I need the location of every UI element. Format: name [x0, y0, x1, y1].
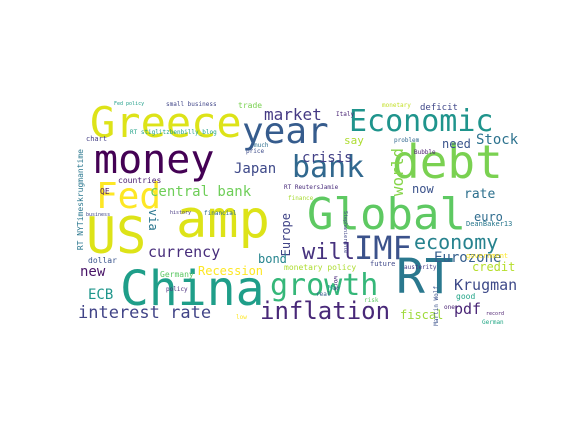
- word-europe: Europe: [279, 213, 293, 257]
- word-monetary: monetary: [382, 102, 411, 109]
- word-good: good: [456, 292, 476, 301]
- word-cloud: Greece year Economic money debt bank Fed…: [74, 93, 518, 329]
- word-credit: credit: [472, 260, 516, 274]
- word-bond: bond: [258, 252, 287, 266]
- word-deanbaker13: DeanBaker13: [466, 220, 513, 228]
- word-need: need: [442, 137, 471, 151]
- word-china: China: [120, 261, 265, 317]
- word-austerity: austerity: [404, 264, 437, 271]
- word-germany: Germany: [160, 270, 194, 279]
- word-rt-stiglitz: RT stiglitzbenbilly_blog: [130, 129, 217, 136]
- word-italy: Italy: [336, 111, 355, 118]
- word-say: say: [344, 134, 364, 147]
- word-japan: Japan: [234, 161, 277, 177]
- word-chart: chart: [86, 135, 108, 143]
- word-bank: bank: [292, 150, 365, 185]
- word-greece: Greece: [90, 98, 242, 147]
- word-low: low: [236, 314, 247, 321]
- word-via: via: [146, 209, 160, 231]
- word-world: world: [388, 148, 407, 197]
- word-much: much: [254, 142, 269, 149]
- word-will: will: [302, 240, 355, 265]
- word-monetary-policy: monetary policy: [284, 263, 357, 272]
- word-central-bank: central bank: [150, 184, 252, 200]
- word-market: market: [264, 105, 322, 124]
- word-pdf: pdf: [454, 300, 482, 318]
- word-rt-reutersjamie: RT ReutersJamie: [284, 184, 339, 191]
- word-finance: finance: [288, 195, 314, 202]
- word-money: money: [94, 137, 215, 183]
- word-problem: problem: [394, 137, 420, 144]
- word-krugman: Krugman: [454, 276, 518, 294]
- word-euro: euro: [474, 210, 503, 224]
- word-financial: financial: [204, 210, 237, 217]
- word-growth: growth: [270, 268, 379, 303]
- word-inflation: inflation: [260, 297, 391, 325]
- word-crisis: crisis: [302, 150, 353, 166]
- word-debt: debt: [392, 135, 503, 189]
- word-dollar: dollar: [88, 256, 117, 265]
- word-new: new: [80, 264, 106, 280]
- word-future: future: [370, 260, 396, 268]
- word-may: May: [328, 284, 341, 292]
- word-fiscal: fiscal: [400, 308, 444, 322]
- word-rt: RT: [396, 249, 454, 305]
- word-us: US: [86, 207, 147, 265]
- word-year: year: [242, 111, 329, 152]
- word-countries: countries: [118, 176, 162, 185]
- word-government: government: [466, 252, 509, 260]
- word-policy: policy: [166, 286, 188, 293]
- word-german: German: [482, 319, 504, 326]
- word-small-business: small business: [166, 101, 217, 108]
- word-bubble: Bubble: [414, 149, 436, 156]
- word-global: Global: [307, 189, 466, 240]
- word-imf: IMF: [354, 229, 412, 267]
- word-economic: Economic: [349, 104, 494, 139]
- word-fed-policy: Fed policy: [114, 101, 145, 107]
- word-trade: trade: [238, 101, 263, 110]
- word-rt-nytimeskrugmantime: RT NYTimeskrugmantime: [76, 149, 85, 251]
- word-eurozone: Eurozone: [434, 250, 502, 266]
- word-record: record: [486, 311, 505, 317]
- word-martin-wolf: Martin Wolf: [433, 286, 440, 326]
- word-one: one: [444, 304, 455, 311]
- word-work: work: [332, 276, 339, 291]
- word-amp: amp: [176, 190, 270, 250]
- word-business: business: [86, 212, 111, 218]
- word-ecb: ECB: [88, 287, 114, 303]
- word-economy: economy: [414, 230, 499, 254]
- word-fed: Fed: [96, 176, 162, 217]
- word-recession: Recession: [198, 264, 264, 278]
- word-deficit: deficit: [420, 103, 458, 113]
- word-stephanieruhle: Stephanieruhle: [342, 211, 348, 254]
- word-stock: Stock: [476, 132, 518, 148]
- word-currency: currency: [148, 243, 221, 261]
- word-rate: rate: [464, 187, 496, 202]
- word-real: real: [316, 291, 331, 298]
- word-history: history: [170, 210, 192, 216]
- word-risk: risk: [364, 297, 379, 304]
- word-interest-rate: interest rate: [78, 303, 212, 323]
- word-price: price: [246, 148, 265, 155]
- word-qe: QE: [100, 187, 110, 196]
- word-now: now: [412, 182, 434, 196]
